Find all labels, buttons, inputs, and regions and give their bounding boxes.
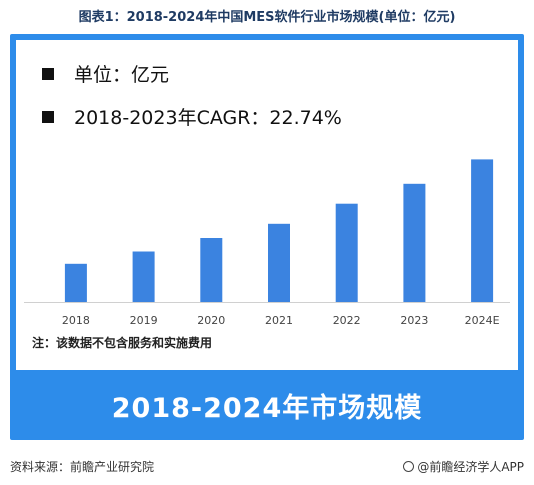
square-bullet-icon [42,67,54,80]
cagr-legend: 2018-2023年CAGR：22.74% [42,103,342,130]
bar-2020 [200,238,223,302]
x-tick-label: 2020 [197,314,225,327]
bar-2022 [335,203,358,302]
chart-panel: 单位：亿元 2018-2023年CAGR：22.74% 2018 2019 2020… [16,40,518,370]
chart-frame: 单位：亿元 2018-2023年CAGR：22.74% 2018 2019 2020… [10,34,524,440]
x-tick-label: 2023 [400,314,428,327]
figure-title: 图表1：2018-2024年中国MES软件行业市场规模(单位：亿元) [78,10,456,25]
bar-2024E [471,159,494,302]
chart-note: 注：该数据不包含服务和实施费用 [32,336,213,350]
unit-label: 单位：亿元 [74,64,170,86]
square-bullet-icon [42,110,54,123]
cagr-label: 2018-2023年CAGR：22.74% [74,107,342,129]
brand-label: @前瞻经济学人APP [417,460,524,474]
bar-2021 [268,223,290,302]
brand-logo-icon [403,461,415,472]
chart-banner-title: 2018-2024年市场规模 [111,392,423,424]
bar-2018 [64,263,87,302]
unit-legend: 单位：亿元 [42,60,169,87]
x-tick-label: 2018 [62,314,90,327]
x-tick-label: 2021 [265,314,293,327]
bar-2023 [403,183,426,302]
x-tick-label: 2024E [465,314,500,327]
x-tick-label: 2019 [130,314,158,327]
x-tick-label: 2022 [333,314,361,327]
bar-chart: 2018 2019 2020 2021 2022 2023 2024E [24,159,510,327]
brand-credit: @前瞻经济学人APP [403,458,524,475]
source-credit: 资料来源：前瞻产业研究院 [10,460,155,474]
bar-2019 [132,251,155,302]
